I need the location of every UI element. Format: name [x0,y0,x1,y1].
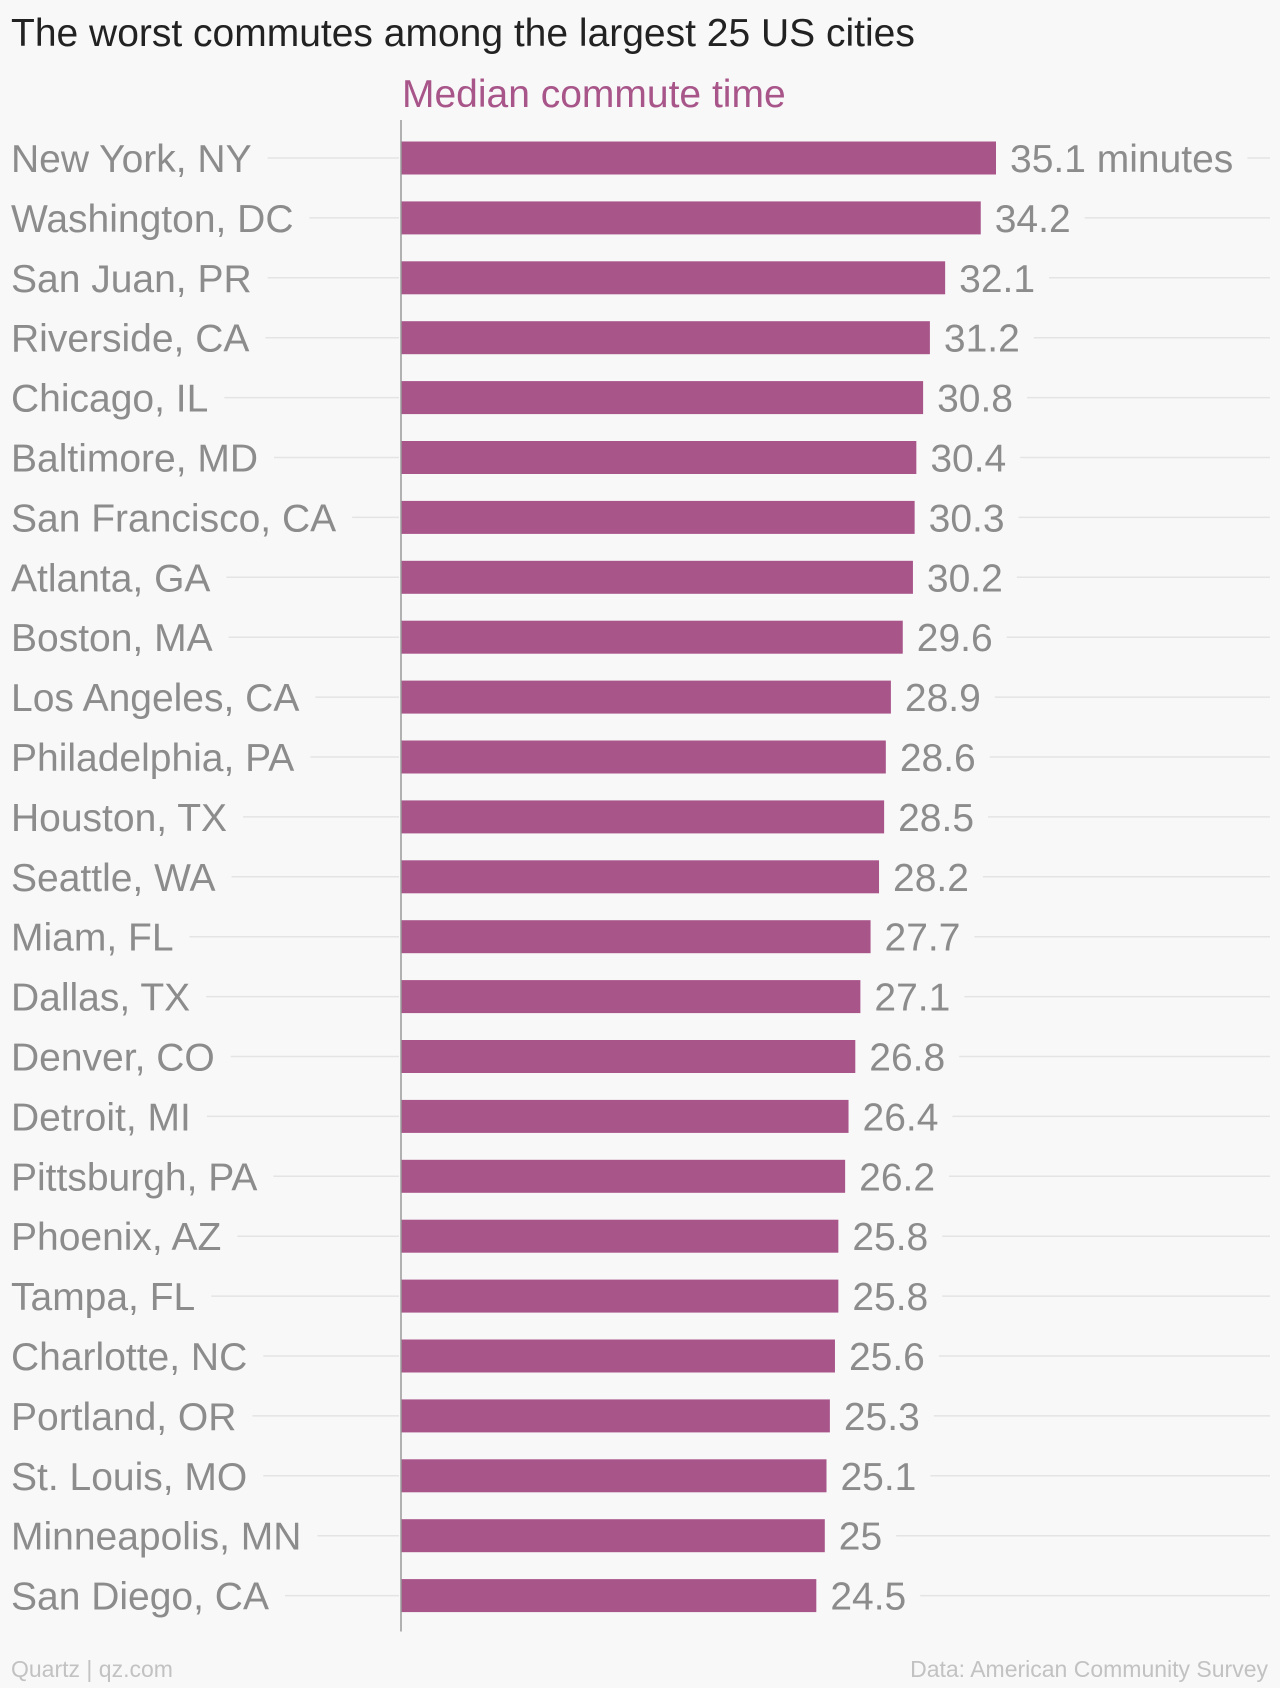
value-label: 24.5 [830,1576,906,1619]
bar [401,201,981,235]
series-label: Median commute time [402,73,786,116]
category-label: Washington, DC [11,198,294,241]
category-label: Chicago, IL [11,378,208,421]
value-label: 29.6 [917,617,993,660]
bar [401,740,886,774]
value-label: 26.4 [863,1096,939,1139]
bar [401,920,871,954]
value-label: 35.1 minutes [1010,138,1233,181]
bar [401,261,946,295]
value-label: 28.6 [900,737,976,780]
category-label: San Diego, CA [11,1576,269,1619]
bar [401,980,861,1014]
value-label: 28.2 [893,857,969,900]
value-label: 26.2 [859,1156,935,1199]
value-label: 25.8 [852,1276,928,1319]
category-label: Charlotte, NC [11,1336,247,1379]
category-label: Pittsburgh, PA [11,1156,257,1199]
bar [401,860,880,894]
bar [401,680,891,714]
bar [401,441,917,474]
value-label: 25.1 [840,1456,916,1499]
footer-source: Data: American Community Survey [910,1656,1268,1682]
category-label: San Francisco, CA [11,497,336,540]
value-label: 34.2 [995,198,1071,241]
category-label: Riverside, CA [11,318,249,361]
value-label: 30.3 [929,497,1005,540]
category-label: Boston, MA [11,617,213,660]
value-label: 27.1 [874,977,950,1020]
value-label: 28.5 [898,797,974,840]
bar [401,620,903,654]
bar [401,560,913,594]
category-label: Tampa, FL [11,1276,195,1319]
category-label: Baltimore, MD [11,438,258,481]
value-label: 26.8 [869,1037,945,1080]
category-label: Seattle, WA [11,857,215,900]
category-label: Detroit, MI [11,1096,191,1139]
bar [401,1339,835,1373]
bar [401,1579,817,1613]
category-label: Dallas, TX [11,977,190,1020]
bar [401,1159,846,1193]
category-label: Portland, OR [11,1396,236,1439]
bar [401,1519,825,1553]
value-label: 31.2 [944,318,1020,361]
bar [401,1099,849,1133]
value-label: 30.4 [930,438,1006,481]
category-label: St. Louis, MO [11,1456,247,1499]
bar [401,141,996,175]
value-label: 28.9 [905,677,981,720]
category-label: Denver, CO [11,1037,215,1080]
category-label: Atlanta, GA [11,557,210,600]
value-label: 30.2 [927,557,1003,600]
value-label: 25.8 [852,1216,928,1259]
bar [401,500,915,534]
category-label: New York, NY [11,138,252,181]
bar [401,1040,856,1073]
category-label: Miam, FL [11,917,174,960]
category-label: Houston, TX [11,797,227,840]
value-label: 32.1 [959,258,1035,301]
bar [401,381,924,415]
footer-credit: Quartz | qz.com [11,1656,173,1682]
bar [401,1219,839,1253]
category-label: San Juan, PR [11,258,252,301]
value-label: 25.6 [849,1336,925,1379]
category-label: Phoenix, AZ [11,1216,221,1259]
value-label: 25.3 [844,1396,920,1439]
chart-title: The worst commutes among the largest 25 … [11,12,915,55]
bar [401,1459,827,1493]
bar [401,800,885,834]
category-label: Philadelphia, PA [11,737,294,780]
category-label: Los Angeles, CA [11,677,299,720]
bar [401,1279,839,1313]
value-label: 30.8 [937,378,1013,421]
value-label: 25 [839,1516,882,1559]
bar [401,1399,830,1433]
bar [401,321,930,355]
category-label: Minneapolis, MN [11,1516,301,1559]
value-label: 27.7 [885,917,961,960]
